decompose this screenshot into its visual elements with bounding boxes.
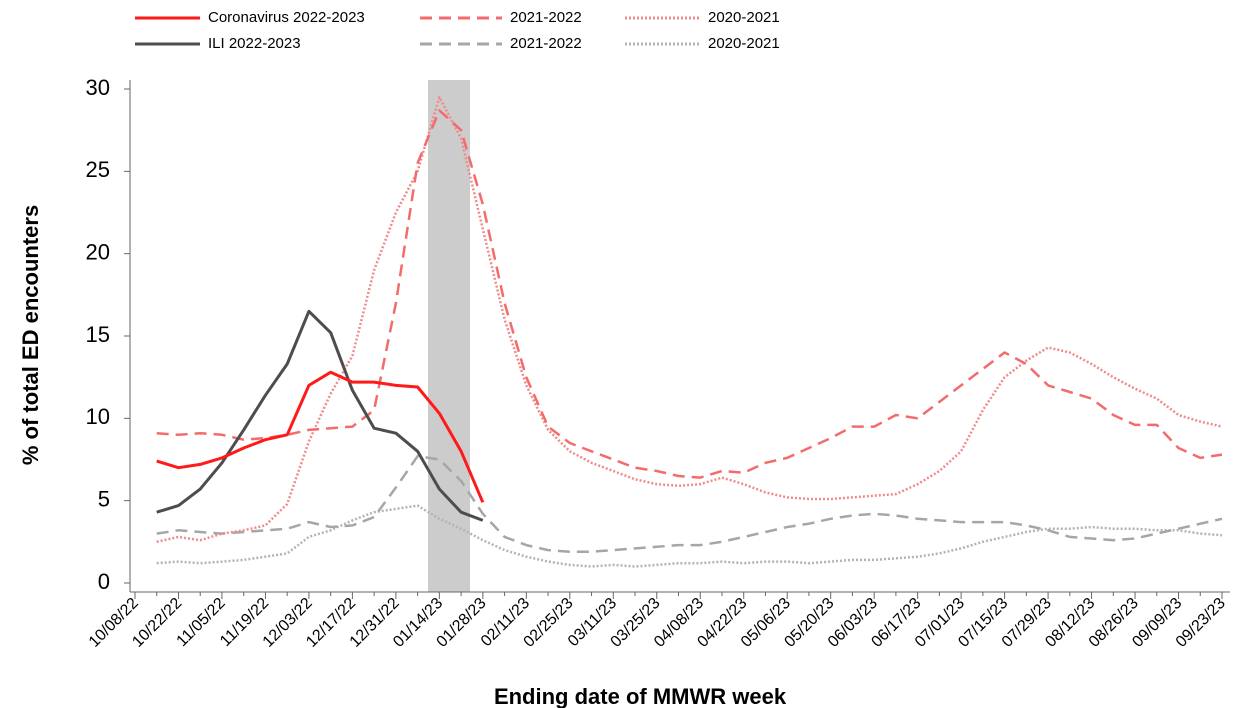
- y-axis-title: % of total ED encounters: [18, 205, 43, 465]
- y-tick-label: 10: [86, 404, 110, 429]
- highlight-band: [428, 80, 470, 592]
- series-line: [156, 370, 485, 503]
- y-tick-label: 30: [86, 75, 110, 100]
- series-line: [156, 454, 1223, 553]
- series-line: [156, 309, 484, 522]
- y-tick-label: 20: [86, 239, 110, 264]
- legend-label: Coronavirus 2022-2023: [208, 9, 365, 26]
- legend-label: 2020-2021: [708, 9, 780, 26]
- y-tick-label: 0: [98, 569, 110, 594]
- y-tick-label: 5: [98, 486, 110, 511]
- legend-label: 2021-2022: [510, 9, 582, 26]
- series-line: [156, 504, 1223, 568]
- series-line: [156, 109, 1223, 479]
- y-tick-label: 15: [86, 322, 110, 347]
- legend-label: 2021-2022: [510, 35, 582, 52]
- legend-label: 2020-2021: [708, 35, 780, 52]
- y-tick-label: 25: [86, 157, 110, 182]
- x-axis-title: Ending date of MMWR week: [494, 684, 787, 708]
- legend-label: ILI 2022-2023: [208, 35, 301, 52]
